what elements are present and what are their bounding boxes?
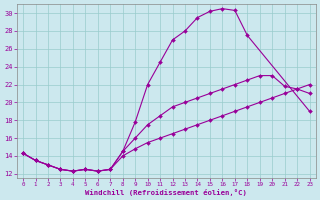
X-axis label: Windchill (Refroidissement éolien,°C): Windchill (Refroidissement éolien,°C) <box>85 189 247 196</box>
